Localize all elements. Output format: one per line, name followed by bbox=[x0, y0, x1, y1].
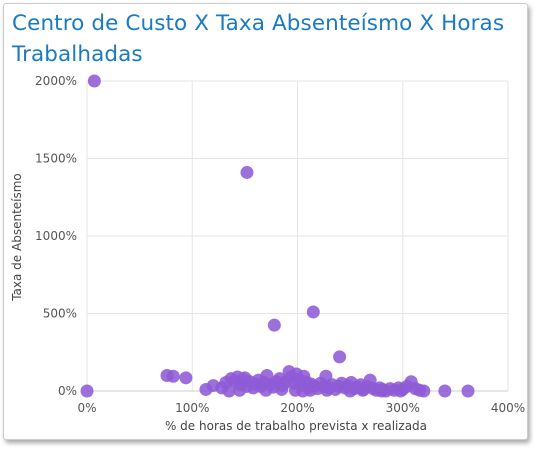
x-axis-label: % de horas de trabalho prevista x realiz… bbox=[165, 419, 427, 433]
y-tick-label: 1500% bbox=[35, 152, 77, 166]
data-point[interactable] bbox=[438, 384, 452, 398]
data-point[interactable] bbox=[356, 383, 370, 397]
data-point[interactable] bbox=[222, 384, 236, 398]
x-axis-ticks: 0% 100% 200% 300% 400% bbox=[77, 401, 525, 415]
data-point[interactable] bbox=[320, 383, 334, 397]
data-point[interactable] bbox=[461, 384, 475, 398]
data-point[interactable] bbox=[417, 384, 431, 398]
x-tick-label: 300% bbox=[386, 401, 420, 415]
data-point[interactable] bbox=[306, 305, 320, 319]
y-axis-ticks: 0% 500% 1000% 1500% 2000% bbox=[35, 74, 77, 398]
chart-grid bbox=[86, 80, 509, 392]
x-tick-label: 200% bbox=[280, 401, 314, 415]
y-axis-label: Taxa de Absenteísmo bbox=[10, 173, 24, 302]
data-point[interactable] bbox=[333, 350, 347, 364]
x-tick-label: 400% bbox=[491, 401, 525, 415]
data-point[interactable] bbox=[240, 165, 254, 179]
y-tick-label: 1000% bbox=[35, 229, 77, 243]
data-point[interactable] bbox=[80, 384, 94, 398]
data-point[interactable] bbox=[166, 369, 180, 383]
data-point[interactable] bbox=[275, 382, 289, 396]
y-tick-label: 0% bbox=[58, 384, 77, 398]
chart-title: Centro de Custo X Taxa Absenteísmo X Hor… bbox=[12, 11, 505, 67]
data-point[interactable] bbox=[259, 383, 273, 397]
data-point[interactable] bbox=[375, 384, 389, 398]
data-point[interactable] bbox=[394, 384, 408, 398]
y-tick-label: 2000% bbox=[35, 74, 77, 88]
data-point[interactable] bbox=[179, 371, 193, 385]
y-tick-label: 500% bbox=[43, 307, 77, 321]
data-point[interactable] bbox=[233, 383, 247, 397]
chart-points bbox=[80, 74, 475, 398]
data-point[interactable] bbox=[87, 74, 101, 88]
data-point[interactable] bbox=[303, 383, 317, 397]
x-tick-label: 0% bbox=[77, 401, 96, 415]
data-point[interactable] bbox=[343, 384, 357, 398]
x-tick-label: 100% bbox=[175, 401, 209, 415]
data-point[interactable] bbox=[267, 318, 281, 332]
